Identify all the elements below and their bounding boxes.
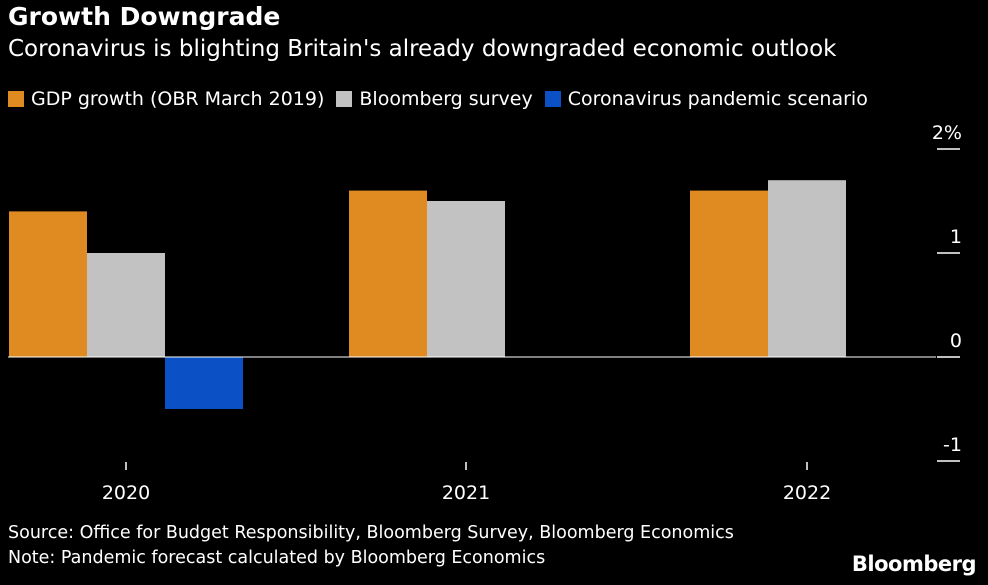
bar	[690, 190, 768, 357]
legend-swatch-gdp	[8, 91, 24, 107]
bar	[9, 211, 87, 357]
legend-item-pandemic: Coronavirus pandemic scenario	[544, 88, 868, 110]
bar	[165, 357, 243, 409]
footer-notes: Source: Office for Budget Responsibility…	[8, 521, 734, 571]
legend-item-survey: Bloomberg survey	[336, 88, 533, 110]
legend-label-survey: Bloomberg survey	[359, 88, 533, 110]
bar	[87, 253, 165, 357]
legend-label-gdp: GDP growth (OBR March 2019)	[31, 88, 325, 110]
chart-subtitle: Coronavirus is blighting Britain's alrea…	[8, 36, 837, 62]
x-tick-label: 2020	[102, 482, 150, 504]
bar	[349, 190, 427, 357]
y-tick-label: 2%	[932, 122, 962, 144]
legend-swatch-survey	[336, 91, 353, 107]
bar	[427, 201, 505, 357]
chart-title: Growth Downgrade	[8, 2, 281, 31]
legend-swatch-pandemic	[544, 91, 561, 107]
x-tick-label: 2022	[783, 482, 831, 504]
x-tick-label: 2021	[442, 482, 490, 504]
y-tick-label: 1	[950, 226, 962, 248]
y-tick-label: 0	[950, 330, 962, 352]
legend-label-pandemic: Coronavirus pandemic scenario	[567, 88, 868, 110]
bloomberg-logo: Bloomberg	[851, 552, 977, 576]
legend-item-gdp: GDP growth (OBR March 2019)	[8, 88, 324, 110]
bar	[768, 180, 846, 357]
y-tick-label: -1	[943, 434, 962, 456]
note-text: Note: Pandemic forecast calculated by Bl…	[8, 548, 546, 568]
legend: GDP growth (OBR March 2019) Bloomberg su…	[8, 88, 880, 110]
source-text: Source: Office for Budget Responsibility…	[8, 523, 734, 543]
